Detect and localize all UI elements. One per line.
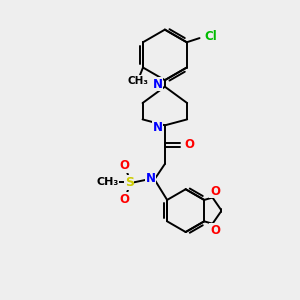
Text: N: N bbox=[146, 172, 156, 185]
Text: N: N bbox=[152, 121, 162, 134]
Text: N: N bbox=[152, 78, 162, 91]
Text: O: O bbox=[210, 224, 220, 237]
Text: CH₃: CH₃ bbox=[127, 76, 148, 86]
Text: O: O bbox=[185, 138, 195, 151]
Text: Cl: Cl bbox=[205, 30, 217, 44]
Text: O: O bbox=[120, 159, 130, 172]
Text: O: O bbox=[210, 184, 220, 197]
Text: S: S bbox=[125, 176, 134, 189]
Text: O: O bbox=[120, 193, 130, 206]
Text: CH₃: CH₃ bbox=[97, 177, 119, 188]
